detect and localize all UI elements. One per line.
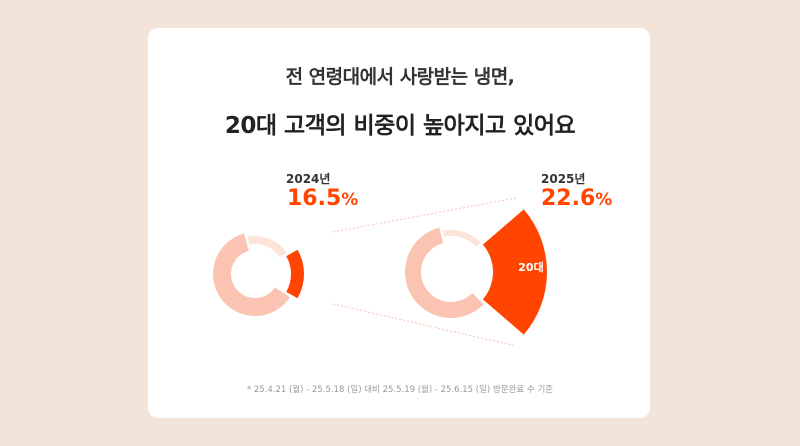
chart-title-line1: 전 연령대에서 사랑받는 냉면, (285, 66, 515, 88)
footnote: * 25.4.21 (월) - 25.5.18 (일) 대비 25.5.19 (… (246, 385, 554, 395)
percent-value-2025: 22.6% (541, 186, 612, 211)
ring-segment-light-2025 (442, 230, 481, 247)
connector-line-bottom (332, 303, 517, 347)
donut-chart-2024 (213, 233, 304, 316)
ring-segment-light-2024 (247, 236, 287, 258)
percent-unit-2024: % (341, 190, 359, 210)
year-label-2025: 2025년 (541, 172, 586, 186)
year-label-2024: 2024년 (286, 172, 331, 186)
percent-number-2025: 22.6 (541, 186, 596, 211)
slice-20s-2025 (482, 209, 548, 335)
percent-value-2024: 16.5% (287, 186, 358, 211)
percent-number-2024: 16.5 (287, 186, 342, 211)
percent-unit-2025: % (595, 190, 613, 210)
donut-chart-2025 (404, 209, 548, 335)
slice-label-2024: 20대 (307, 261, 330, 274)
ring-segment-other-2025 (404, 227, 484, 318)
chart-title-line2: 20대 고객의 비중이 높아지고 있어요 (224, 113, 576, 139)
connector-line-top (332, 197, 517, 233)
slice-20s-2024 (286, 249, 304, 299)
ring-segment-other-2024 (213, 233, 290, 316)
slice-label-2025: 20대 (518, 260, 543, 274)
card-panel (148, 28, 650, 418)
